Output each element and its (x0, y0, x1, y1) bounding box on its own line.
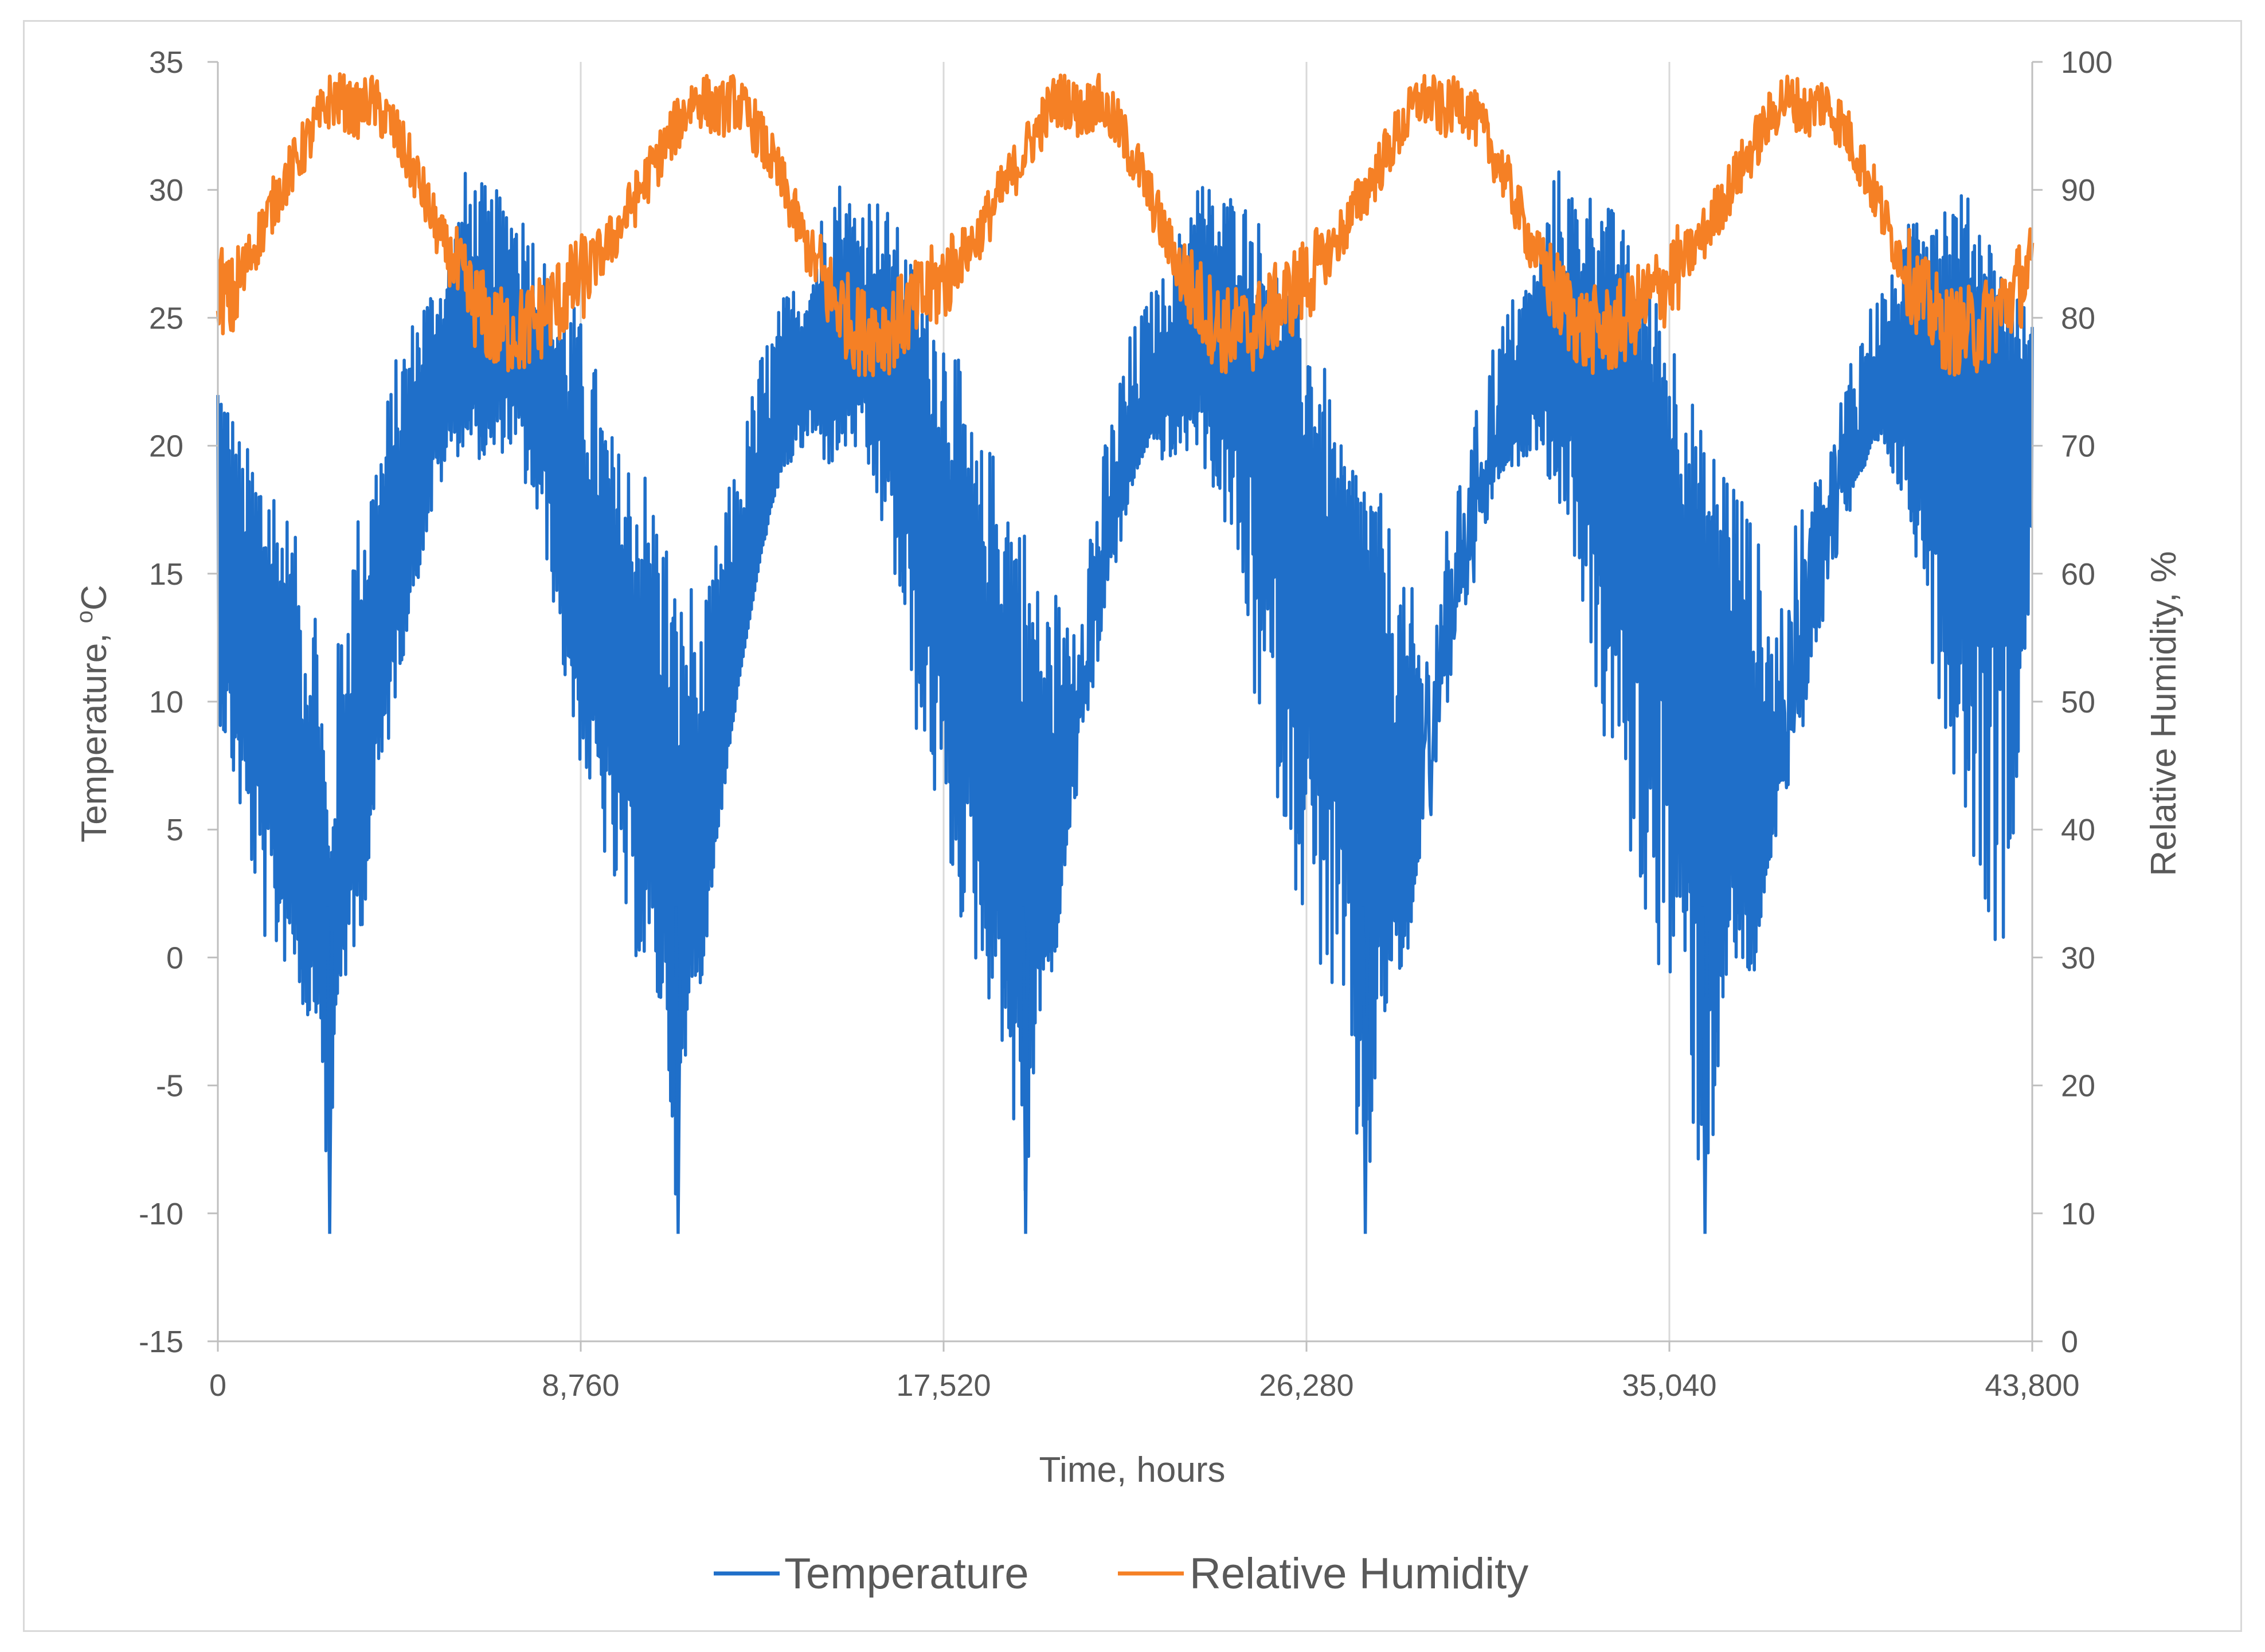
x-axis-title: Time, hours (1039, 1450, 1225, 1490)
legend-label-temperature: Temperature (784, 1549, 1029, 1598)
y-axis-left-title: Temperature, oC (72, 585, 114, 843)
x-tick-label: 35,040 (1622, 1368, 1716, 1403)
x-tick-label: 43,800 (1985, 1368, 2079, 1403)
y-left-tick-label: 0 (166, 941, 183, 975)
legend-item-temperature: Temperature (714, 1549, 1029, 1598)
y-right-tick-label: 40 (2061, 813, 2095, 847)
y-left-title-sup: o (72, 610, 97, 623)
temperature-min-spike (1701, 906, 1709, 1234)
y-left-title-suffix: C (75, 585, 114, 610)
x-tick-label: 17,520 (896, 1368, 991, 1403)
x-tick-label: 8,760 (542, 1368, 619, 1403)
axis-layer (208, 61, 2043, 1352)
legend-label-relative-humidity: Relative Humidity (1190, 1549, 1528, 1598)
y-right-tick-label: 90 (2061, 173, 2095, 208)
temperature-min-spike (674, 906, 682, 1234)
y-left-tick-label: -10 (139, 1197, 183, 1231)
series-layer (216, 72, 2035, 1234)
y-left-tick-label: 25 (149, 301, 183, 335)
legend: Temperature Relative Humidity (714, 1549, 1528, 1598)
relative-humidity-series-line (216, 72, 2035, 377)
legend-item-relative-humidity: Relative Humidity (1118, 1549, 1528, 1598)
grid-layer (580, 62, 1671, 1341)
y-right-tick-label: 20 (2061, 1069, 2095, 1103)
temperature-min-spike (326, 906, 334, 1234)
y-left-tick-label: -5 (156, 1069, 183, 1103)
y-right-tick-label: 80 (2061, 301, 2095, 335)
y-right-tick-label: 70 (2061, 429, 2095, 464)
y-right-tick-label: 50 (2061, 685, 2095, 719)
y-left-tick-label: 10 (149, 685, 183, 719)
tick-label-layer: 0 8,760 17,520 26,280 35,040 43,800 -15 -10 -5 0 5… (139, 45, 2113, 1403)
y-right-tick-label: 100 (2061, 45, 2113, 80)
chart-frame (23, 20, 2242, 1632)
y-right-tick-label: 10 (2061, 1197, 2095, 1231)
y-left-tick-label: 35 (149, 45, 183, 80)
y-right-tick-label: 0 (2061, 1325, 2078, 1359)
temperature-min-spike (1361, 906, 1370, 1234)
x-tick-label: 0 (209, 1368, 226, 1403)
y-axis-right-title: Relative Humidity, % (2144, 551, 2184, 876)
temperature-min-spike (1022, 906, 1030, 1234)
y-right-tick-label: 60 (2061, 557, 2095, 592)
y-left-title-prefix: Temperature, (75, 623, 114, 843)
y-left-tick-label: 20 (149, 429, 183, 464)
x-tick-label: 26,280 (1259, 1368, 1353, 1403)
y-left-tick-label: -15 (139, 1325, 183, 1359)
y-left-tick-label: 15 (149, 557, 183, 592)
y-right-tick-label: 30 (2061, 941, 2095, 975)
y-left-tick-label: 30 (149, 173, 183, 208)
temperature-series-line (216, 170, 2034, 1196)
y-left-tick-label: 5 (166, 813, 183, 847)
